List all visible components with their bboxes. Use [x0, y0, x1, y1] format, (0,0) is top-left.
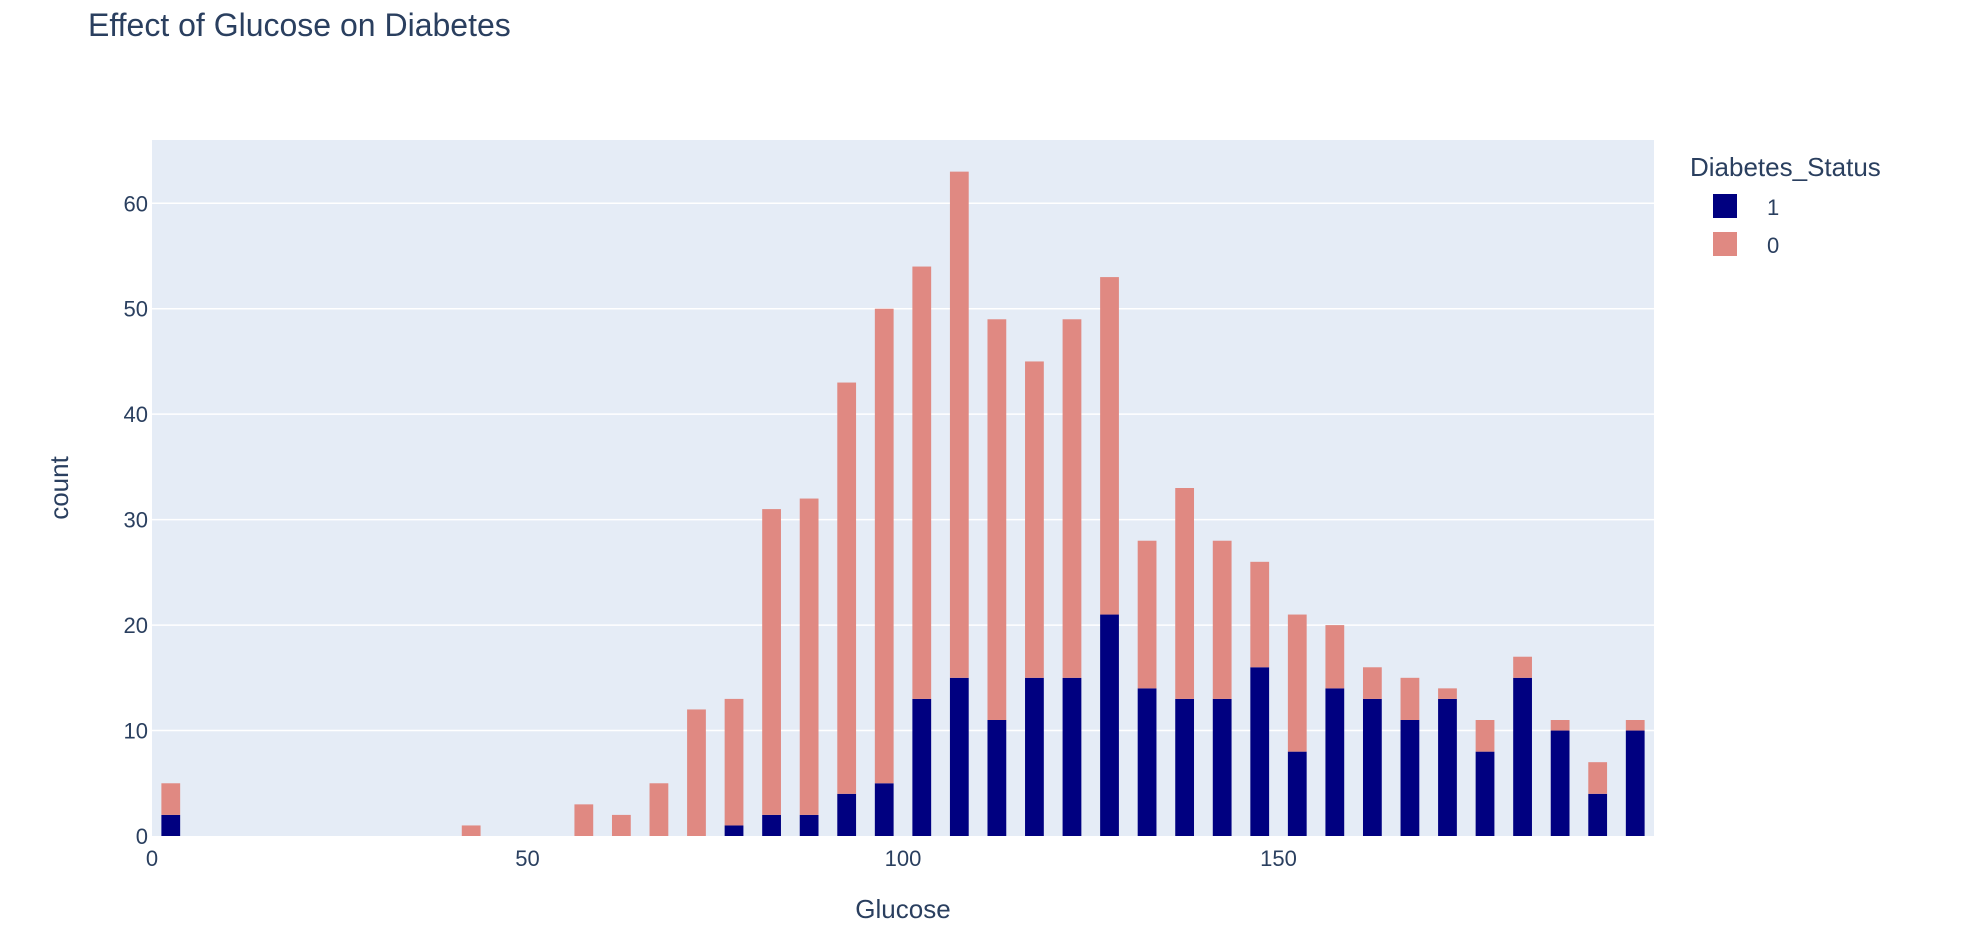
bar-status-1-glucose-165[interactable] — [1400, 720, 1420, 836]
bar-status-1-glucose-100[interactable] — [912, 698, 932, 836]
bar-status-0-glucose-170[interactable] — [1438, 688, 1457, 699]
bars — [161, 171, 1645, 836]
bar-status-0-glucose-195[interactable] — [1625, 720, 1645, 731]
bar-status-1-glucose-140[interactable] — [1212, 698, 1232, 836]
x-axis-title: Glucose — [855, 894, 950, 924]
bar-status-1-glucose-175[interactable] — [1475, 751, 1495, 836]
x-tick-label: 0 — [146, 846, 158, 871]
bar-status-0-glucose-130[interactable] — [1137, 540, 1157, 689]
x-tick-label: 50 — [515, 846, 539, 871]
legend: Diabetes_Status 1 0 — [1690, 152, 1881, 258]
bar-status-1-glucose-130[interactable] — [1137, 688, 1157, 836]
bar-status-0-glucose-40[interactable] — [461, 825, 481, 836]
bar-status-0-glucose-95[interactable] — [874, 308, 894, 784]
bar-status-0-glucose-115[interactable] — [1025, 361, 1044, 678]
y-axis-title: count — [44, 455, 74, 519]
bar-status-1-glucose-80[interactable] — [762, 814, 781, 836]
bar-status-0-glucose-155[interactable] — [1325, 625, 1345, 689]
bar-status-1-glucose-155[interactable] — [1325, 688, 1345, 836]
x-tick-label: 150 — [1260, 846, 1297, 871]
y-tick-label: 10 — [124, 719, 148, 744]
bar-status-1-glucose-105[interactable] — [949, 677, 969, 836]
bar-status-0-glucose-100[interactable] — [912, 266, 932, 699]
y-tick-label: 60 — [124, 191, 148, 216]
bar-status-0-glucose-80[interactable] — [762, 509, 781, 815]
bar-status-0-glucose-165[interactable] — [1400, 677, 1420, 720]
bar-status-0-glucose-135[interactable] — [1175, 488, 1195, 699]
bar-status-0-glucose-55[interactable] — [574, 804, 594, 836]
bar-status-1-glucose-180[interactable] — [1513, 677, 1532, 836]
bar-status-1-glucose-160[interactable] — [1362, 698, 1382, 836]
bar-status-0-glucose-185[interactable] — [1550, 720, 1570, 731]
bar-status-0-glucose-85[interactable] — [799, 498, 819, 815]
bar-status-1-glucose-185[interactable] — [1550, 730, 1570, 836]
bar-status-0-glucose-145[interactable] — [1250, 561, 1270, 668]
bar-status-0-glucose-110[interactable] — [987, 319, 1007, 720]
bar-status-1-glucose-120[interactable] — [1062, 677, 1082, 836]
bar-status-0-glucose-105[interactable] — [949, 171, 969, 678]
bar-status-1-glucose-150[interactable] — [1287, 751, 1307, 836]
bar-status-1-glucose-85[interactable] — [799, 814, 819, 836]
y-tick-label: 0 — [136, 824, 148, 849]
legend-swatch-0[interactable] — [1713, 232, 1737, 256]
bar-status-1-glucose-90[interactable] — [837, 793, 857, 836]
bar-status-0-glucose-60[interactable] — [611, 814, 631, 836]
legend-label-0[interactable]: 0 — [1767, 233, 1779, 258]
bar-status-0-glucose-75[interactable] — [724, 698, 744, 826]
bar-status-0-glucose-125[interactable] — [1100, 277, 1119, 615]
bar-status-0-glucose-140[interactable] — [1212, 540, 1232, 699]
x-tick-label: 100 — [885, 846, 922, 871]
legend-title: Diabetes_Status — [1690, 152, 1881, 182]
bar-status-1-glucose-195[interactable] — [1625, 730, 1645, 836]
bar-status-0-glucose-175[interactable] — [1475, 720, 1495, 752]
y-axis-ticks: 0 10 20 30 40 50 60 — [124, 191, 148, 849]
bar-status-1-glucose-145[interactable] — [1250, 667, 1270, 836]
bar-status-1-glucose-0[interactable] — [161, 814, 181, 836]
y-tick-label: 50 — [124, 297, 148, 322]
bar-status-0-glucose-190[interactable] — [1588, 762, 1608, 794]
x-axis-ticks: 0 50 100 150 — [146, 846, 1297, 871]
bar-status-0-glucose-0[interactable] — [161, 783, 181, 815]
bar-status-1-glucose-125[interactable] — [1100, 614, 1119, 836]
bar-status-1-glucose-190[interactable] — [1588, 793, 1608, 836]
bar-status-0-glucose-160[interactable] — [1362, 667, 1382, 699]
y-tick-label: 30 — [124, 508, 148, 533]
legend-swatch-1[interactable] — [1713, 194, 1737, 218]
bar-status-0-glucose-70[interactable] — [687, 709, 706, 836]
plot-area — [152, 140, 1654, 836]
chart-title: Effect of Glucose on Diabetes — [88, 7, 511, 43]
legend-label-1[interactable]: 1 — [1767, 195, 1779, 220]
bar-status-0-glucose-180[interactable] — [1513, 656, 1532, 678]
bar-status-1-glucose-110[interactable] — [987, 720, 1007, 836]
bar-status-1-glucose-75[interactable] — [724, 825, 744, 836]
bar-status-0-glucose-150[interactable] — [1287, 614, 1307, 752]
y-tick-label: 20 — [124, 613, 148, 638]
bar-status-0-glucose-90[interactable] — [837, 382, 857, 794]
bar-status-1-glucose-135[interactable] — [1175, 698, 1195, 836]
bar-status-1-glucose-95[interactable] — [874, 783, 894, 836]
bar-status-1-glucose-170[interactable] — [1438, 698, 1457, 836]
bar-status-0-glucose-120[interactable] — [1062, 319, 1082, 678]
bar-status-1-glucose-115[interactable] — [1025, 677, 1044, 836]
bar-status-0-glucose-65[interactable] — [649, 783, 669, 836]
y-tick-label: 40 — [124, 402, 148, 427]
